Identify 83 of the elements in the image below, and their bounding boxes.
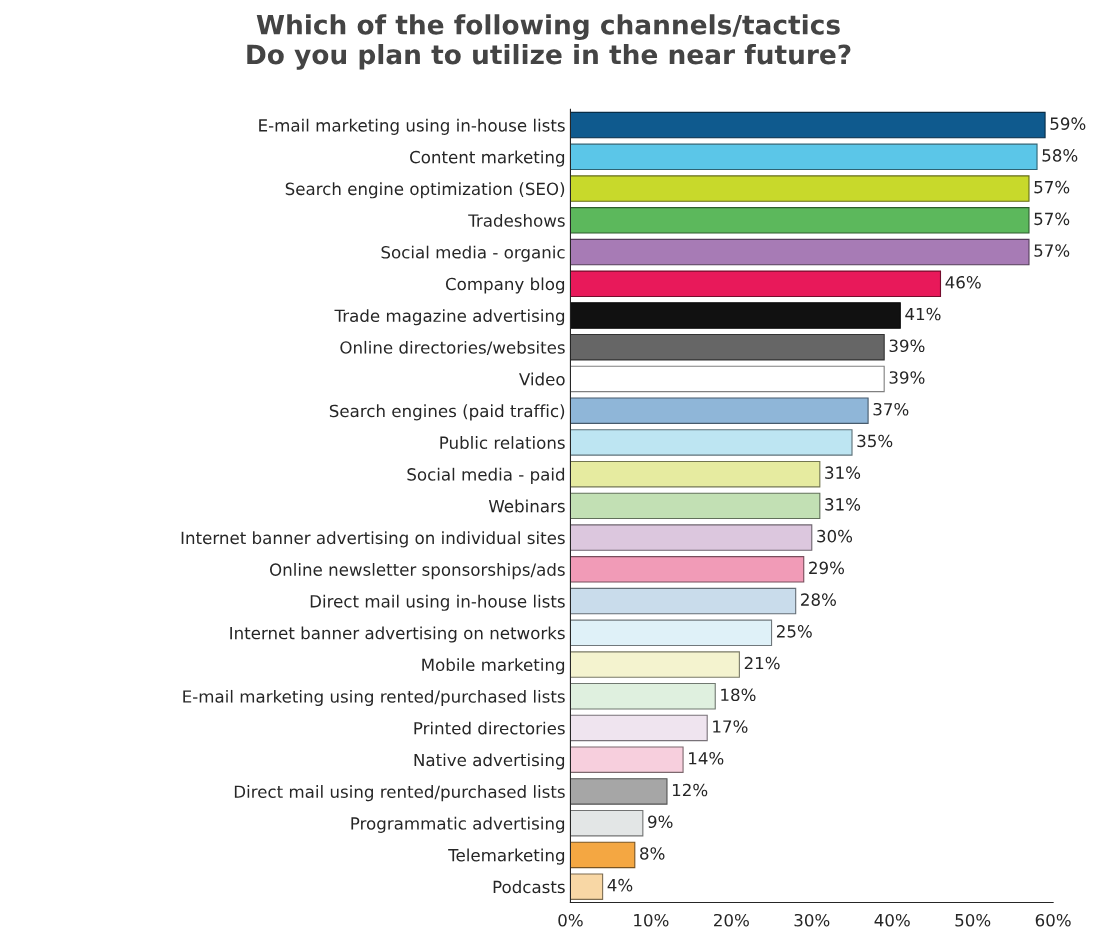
bar bbox=[570, 302, 901, 329]
data-label: 31% bbox=[825, 498, 861, 511]
data-label: 57% bbox=[1034, 244, 1070, 257]
data-label: 41% bbox=[905, 307, 941, 321]
data-label: 12% bbox=[672, 783, 708, 797]
data-label: 57% bbox=[1034, 212, 1070, 226]
bar bbox=[570, 143, 1038, 171]
x-tick-label: 0% bbox=[558, 913, 583, 927]
y-tick-label: Podcasts bbox=[493, 880, 565, 894]
bar bbox=[570, 619, 773, 647]
bar bbox=[570, 714, 708, 742]
bar bbox=[570, 397, 869, 424]
y-tick-label: Internet banner advertising on networks bbox=[230, 626, 565, 643]
data-label: 8% bbox=[640, 847, 665, 860]
x-tick-label: 50% bbox=[955, 913, 991, 927]
bar bbox=[570, 556, 805, 583]
y-tick-label: Company blog bbox=[445, 277, 565, 294]
chart-title: Which of the following channels/tactics Do you plan to utilize in the near future? bbox=[247, 14, 851, 70]
y-tick-label: Search engine optimization (SEO) bbox=[285, 182, 565, 199]
y-tick-label: Native advertising bbox=[414, 753, 565, 770]
data-label: 39% bbox=[889, 339, 925, 353]
y-tick-label: Public relations bbox=[440, 436, 565, 449]
bar bbox=[570, 333, 885, 361]
y-tick-label: Video bbox=[519, 372, 565, 386]
data-label: 30% bbox=[817, 529, 853, 543]
y-tick-label: Direct mail using in-house lists bbox=[310, 594, 565, 611]
data-label: 9% bbox=[648, 815, 673, 829]
y-tick-label: Internet banner advertising on individual sites bbox=[181, 531, 565, 548]
bar bbox=[570, 587, 797, 615]
data-label: 14% bbox=[689, 751, 724, 765]
bar bbox=[570, 492, 821, 520]
data-label: 37% bbox=[873, 402, 909, 416]
data-label: 35% bbox=[857, 434, 893, 448]
y-tick-label: Content marketing bbox=[410, 150, 565, 167]
y-tick-label: E-mail marketing using rented/purchased lists bbox=[183, 689, 565, 707]
bar bbox=[570, 746, 684, 773]
data-label: 31% bbox=[825, 466, 861, 479]
bar bbox=[570, 429, 853, 456]
bar bbox=[570, 238, 1030, 266]
x-tick-label: 10% bbox=[634, 913, 669, 927]
x-tick-label: 40% bbox=[874, 913, 910, 927]
bar bbox=[570, 524, 813, 551]
bar bbox=[570, 651, 740, 678]
x-tick-label: 30% bbox=[794, 913, 830, 927]
y-tick-label: Mobile marketing bbox=[422, 658, 565, 675]
y-tick-label: Tradeshows bbox=[468, 213, 565, 227]
data-label: 39% bbox=[889, 371, 925, 384]
y-tick-label: Social media - organic bbox=[381, 245, 565, 262]
x-tick-label: 20% bbox=[714, 913, 749, 927]
y-tick-label: Telemarketing bbox=[448, 848, 565, 865]
data-label: 18% bbox=[721, 688, 756, 702]
data-label: 28% bbox=[801, 593, 836, 606]
y-tick-label: Webinars bbox=[488, 499, 565, 513]
y-tick-label: Social media - paid bbox=[407, 467, 565, 484]
bar bbox=[570, 207, 1030, 234]
data-label: 58% bbox=[1042, 149, 1078, 162]
data-label: 25% bbox=[776, 625, 812, 638]
bar bbox=[570, 778, 668, 805]
x-tick-label: 60% bbox=[1035, 913, 1071, 927]
data-label: 57% bbox=[1034, 180, 1070, 194]
data-label: 29% bbox=[809, 561, 845, 575]
y-tick-label: Programmatic advertising bbox=[351, 816, 565, 833]
bar bbox=[570, 270, 942, 298]
data-label: 4% bbox=[607, 878, 633, 892]
data-label: 59% bbox=[1050, 117, 1086, 130]
y-tick-label: Online directories/websites bbox=[340, 340, 565, 356]
bar bbox=[570, 873, 604, 900]
y-tick-label: Printed directories bbox=[414, 721, 565, 735]
data-label: 17% bbox=[713, 720, 748, 733]
bar bbox=[570, 460, 821, 488]
y-tick-label: Search engines (paid traffic) bbox=[329, 404, 565, 421]
bar bbox=[570, 111, 1046, 139]
bar bbox=[570, 841, 636, 869]
bar bbox=[570, 175, 1030, 202]
data-label: 21% bbox=[744, 656, 780, 670]
bar bbox=[570, 365, 885, 393]
y-tick-label: Trade magazine advertising bbox=[334, 309, 565, 326]
y-tick-label: E-mail marketing using in-house lists bbox=[259, 118, 565, 135]
bar bbox=[570, 809, 644, 837]
bar bbox=[570, 683, 716, 710]
y-tick-label: Direct mail using rented/purchased lists bbox=[234, 785, 565, 802]
y-tick-label: Online newsletter sponsorships/ads bbox=[269, 563, 565, 580]
data-label: 46% bbox=[945, 275, 981, 289]
